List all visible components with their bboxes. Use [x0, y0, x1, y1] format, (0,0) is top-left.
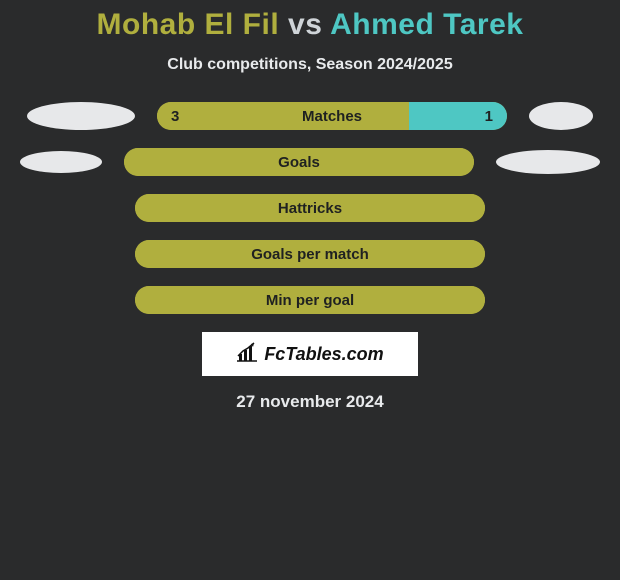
player1-ellipse: [27, 102, 135, 130]
stat-label: Goals: [124, 154, 474, 171]
subtitle: Club competitions, Season 2024/2025: [0, 56, 620, 74]
stat-bar: Goals per match: [135, 240, 485, 268]
stat-row: Min per goal: [0, 286, 620, 314]
player1-ellipse: [20, 151, 102, 173]
title-vs: vs: [288, 8, 322, 41]
logo-text: FcTables.com: [264, 344, 383, 365]
stat-row: Goals per match: [0, 240, 620, 268]
stat-rows: Matches3 1 Goals Hattricks Goals per match Mi…: [0, 102, 620, 314]
bar-chart-icon: [236, 342, 258, 367]
date-text: 27 november 2024: [0, 392, 620, 412]
title-player2: Ahmed Tarek: [330, 8, 523, 41]
stat-label: Min per goal: [135, 292, 485, 309]
player2-ellipse: [496, 150, 600, 174]
logo-box: FcTables.com: [202, 332, 418, 376]
stat-row: Goals: [0, 148, 620, 176]
stat-row: Hattricks: [0, 194, 620, 222]
stat-row: Matches3 1: [0, 102, 620, 130]
stat-bar: Matches3 1: [157, 102, 507, 130]
stat-label: Hattricks: [135, 200, 485, 217]
player2-ellipse: [529, 102, 593, 130]
stat-label: Goals per match: [135, 246, 485, 263]
title-player1: Mohab El Fil: [97, 8, 280, 41]
stat-label: Matches: [157, 108, 507, 125]
stat-bar: Goals: [124, 148, 474, 176]
stat-value-player2: 1: [485, 108, 493, 125]
stat-value-player1: 3: [171, 108, 179, 125]
comparison-infographic: Mohab El Fil vs Ahmed Tarek Club competi…: [0, 0, 620, 412]
page-title: Mohab El Fil vs Ahmed Tarek: [0, 8, 620, 42]
stat-bar: Min per goal: [135, 286, 485, 314]
stat-bar: Hattricks: [135, 194, 485, 222]
